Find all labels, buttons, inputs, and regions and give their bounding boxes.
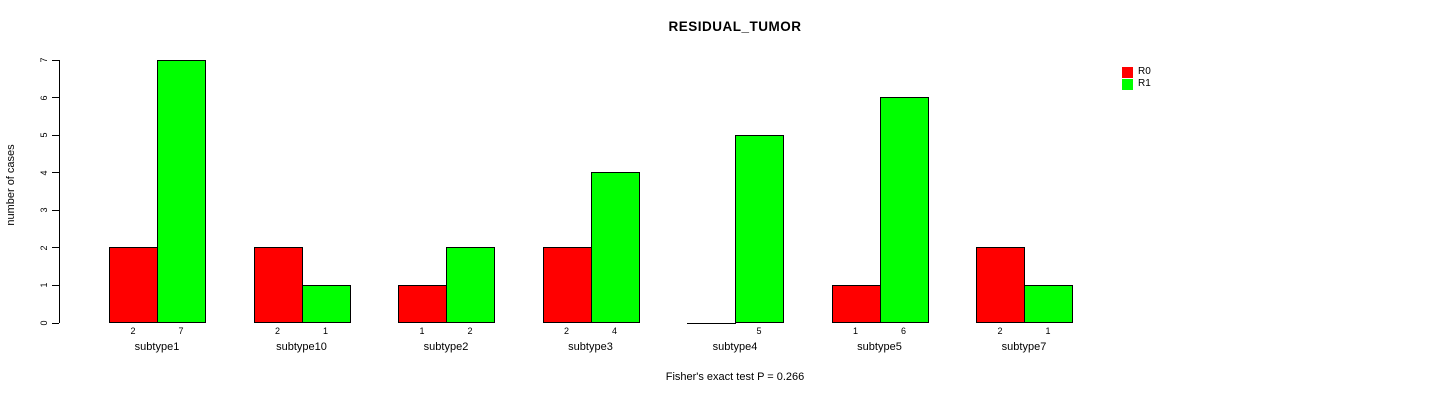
bar (157, 59, 206, 324)
bar (301, 284, 351, 324)
bar (109, 247, 158, 324)
x-category-label: subtype4 (712, 341, 758, 353)
bar (542, 247, 592, 324)
bar (831, 284, 881, 324)
legend-swatch-r0-icon (1122, 66, 1133, 78)
bar (398, 284, 447, 324)
bar (590, 172, 640, 324)
y-axis-line (59, 59, 60, 324)
y-tick-mark (52, 134, 59, 136)
legend-item-r0: R0 (1122, 66, 1151, 78)
bar-value-label: 4 (611, 326, 618, 336)
y-tick-label: 4 (39, 170, 49, 176)
y-tick-label: 0 (39, 320, 49, 326)
bar-value-label: 2 (563, 326, 570, 336)
bar (1024, 284, 1073, 324)
x-category-label: subtype2 (423, 341, 469, 353)
y-tick-label: 7 (39, 57, 49, 63)
x-category-label: subtype7 (1001, 341, 1047, 353)
bar-value-label: 2 (274, 326, 281, 336)
legend-swatch-r1-icon (1122, 78, 1133, 90)
y-axis-title: number of cases (5, 144, 17, 226)
y-tick-mark (52, 97, 59, 99)
bar (446, 247, 495, 324)
x-category-label: subtype1 (134, 341, 180, 353)
y-tick-label: 5 (39, 132, 49, 138)
bar-value-label: 7 (178, 326, 184, 336)
zero-bar-line (687, 322, 736, 324)
y-tick-label: 6 (39, 95, 49, 101)
legend-item-r1: R1 (1122, 78, 1151, 90)
bar-value-label: 1 (419, 326, 425, 336)
bar-value-label: 6 (900, 326, 907, 336)
y-tick-label: 2 (39, 245, 49, 251)
bar (735, 134, 784, 324)
stat-test-annotation: Fisher's exact test P = 0.266 (665, 371, 805, 383)
bar-value-label: 1 (852, 326, 859, 336)
legend-label-r0: R0 (1138, 66, 1151, 77)
bar-value-label: 2 (467, 326, 473, 336)
y-tick-label: 1 (39, 282, 49, 288)
y-tick-mark (52, 172, 59, 174)
y-tick-mark (52, 322, 59, 324)
bar-value-label: 1 (1045, 326, 1051, 336)
bar (879, 97, 929, 324)
bar-value-label: 2 (997, 326, 1003, 336)
legend-label-r1: R1 (1138, 78, 1151, 89)
x-category-label: subtype3 (568, 341, 613, 353)
y-tick-mark (52, 59, 59, 61)
bar-value-label: 1 (322, 326, 329, 336)
bar-value-label: 5 (756, 326, 762, 336)
y-tick-mark (52, 284, 59, 286)
bar-value-label: 2 (130, 326, 136, 336)
y-tick-mark (52, 209, 59, 211)
chart-title: RESIDUAL_TUMOR (668, 19, 802, 34)
bar (253, 247, 303, 324)
y-tick-label: 3 (39, 207, 49, 213)
y-tick-mark (52, 247, 59, 249)
x-category-label: subtype10 (276, 341, 327, 353)
x-category-label: subtype5 (857, 341, 902, 353)
bar (976, 247, 1025, 324)
legend: R0 R1 (1122, 66, 1151, 90)
